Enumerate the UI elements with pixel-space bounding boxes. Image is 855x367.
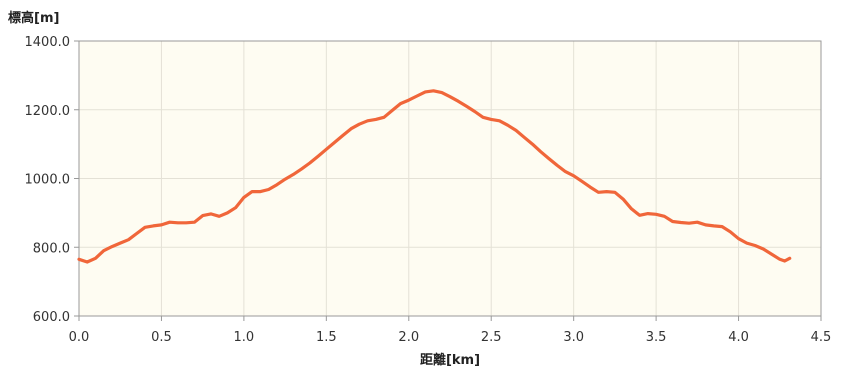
x-axis-title: 距離[km]	[420, 352, 480, 367]
y-tick-label: 1000.0	[25, 173, 71, 188]
x-tick-label: 3.5	[646, 330, 667, 345]
x-tick-label: 3.0	[563, 330, 584, 345]
y-axis: 1400.0 1200.0 1000.0 800.0 600.0	[25, 35, 79, 325]
x-tick-label: 0.5	[151, 330, 172, 345]
x-tick-label: 0.0	[69, 330, 90, 345]
x-tick-label: 4.5	[811, 330, 832, 345]
x-tick-label: 2.5	[481, 330, 502, 345]
y-axis-title: 標高[m]	[8, 10, 59, 26]
x-tick-label: 4.0	[728, 330, 749, 345]
y-tick-label: 600.0	[33, 310, 70, 325]
x-tick-label: 1.0	[234, 330, 255, 345]
x-tick-label: 2.0	[398, 330, 419, 345]
y-tick-label: 1200.0	[25, 104, 71, 119]
x-tick-label: 1.5	[316, 330, 337, 345]
y-tick-label: 800.0	[33, 241, 70, 256]
elevation-series-line	[77, 89, 792, 264]
x-axis: 0.0 0.5 1.0 1.5 2.0 2.5 3.0 3.5 4.0 4.5	[69, 316, 832, 345]
y-tick-label: 1400.0	[25, 35, 71, 50]
